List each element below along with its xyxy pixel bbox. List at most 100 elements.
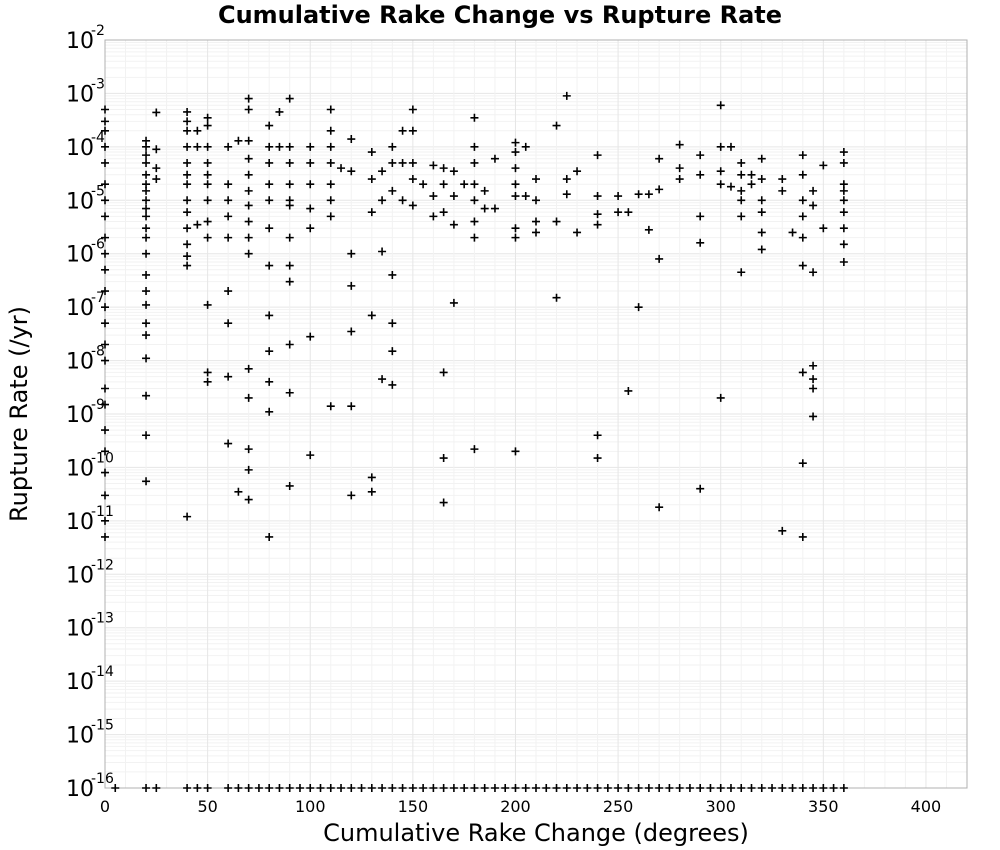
data-point [429,192,438,201]
data-point [521,142,530,151]
y-tick-label: 10-11 [66,504,114,535]
data-point [470,233,479,242]
data-point [398,158,407,167]
data-point [347,167,356,176]
data-point [460,784,469,792]
data-point [142,186,151,195]
data-point [378,784,387,792]
data-point [224,319,233,328]
data-point [511,447,520,456]
data-point [839,240,848,249]
data-point [685,784,694,792]
y-tick-base: 10 [66,403,94,428]
data-point [275,107,284,116]
y-tick-label: 10-15 [66,718,114,749]
data-point [244,201,253,210]
data-point [224,287,233,296]
data-point [388,784,397,792]
data-point [101,126,109,135]
x-tick-label: 250 [603,797,634,816]
data-point [265,142,274,151]
data-point [152,784,161,792]
data-point [244,445,253,454]
data-point [716,101,725,110]
data-point [439,164,448,173]
data-point [819,224,828,233]
data-point [101,105,109,114]
data-point [183,208,192,217]
data-point [542,784,551,792]
y-tick-base: 10 [66,456,94,481]
data-point [480,784,489,792]
data-point [152,108,161,117]
data-point [183,107,192,116]
data-points [101,91,848,792]
x-tick-label: 200 [500,797,531,816]
data-point [511,148,520,157]
data-point [285,158,294,167]
data-point [449,167,458,176]
data-point [152,164,161,173]
data-point [449,298,458,307]
data-point [367,208,376,217]
data-point [101,249,109,258]
data-point [716,167,725,176]
y-tick-exponent: -3 [91,76,105,92]
y-tick-base: 10 [66,617,94,642]
data-point [193,126,202,135]
data-point [634,784,643,792]
y-axis-ticks: 10-210-310-410-510-610-710-810-910-1010-… [66,23,114,802]
data-point [716,180,725,189]
y-tick-exponent: -15 [91,718,114,734]
data-point [285,201,294,210]
y-tick-exponent: -16 [91,771,114,787]
data-point [614,192,623,201]
y-tick-exponent: -12 [91,557,114,573]
y-tick-label: 10-5 [66,183,105,214]
data-point [142,142,151,151]
data-point [285,261,294,270]
data-point [203,170,212,179]
data-point [101,233,109,242]
x-tick-label: 300 [705,797,736,816]
data-point [152,145,161,154]
data-point [326,126,335,135]
data-point [552,293,561,302]
data-point [101,468,109,477]
data-point [244,249,253,258]
data-point [101,447,109,456]
data-point [532,175,540,184]
data-point [183,180,192,189]
data-point [624,386,633,395]
data-point [798,459,807,468]
data-point [347,784,356,792]
data-point [306,204,315,213]
data-point [142,331,151,340]
data-point [470,784,479,792]
data-point [470,180,479,189]
data-point [244,170,253,179]
data-point [788,228,797,237]
data-point [295,784,304,792]
y-tick-label: 10-9 [66,397,105,428]
data-point [839,196,848,205]
data-point [388,142,397,151]
data-point [316,784,325,792]
data-point [439,498,448,507]
data-point [142,158,151,167]
data-point [101,426,109,435]
data-point [798,532,807,541]
data-point [326,180,335,189]
data-point [101,212,109,221]
data-point [285,388,294,397]
data-point [367,473,376,482]
data-point [193,220,202,229]
data-point [388,380,397,389]
data-point [593,192,602,201]
x-tick-label: 50 [197,797,217,816]
data-point [326,196,335,205]
data-point [326,784,335,792]
y-tick-base: 10 [66,29,94,54]
data-point [624,208,633,217]
data-point [398,126,407,135]
